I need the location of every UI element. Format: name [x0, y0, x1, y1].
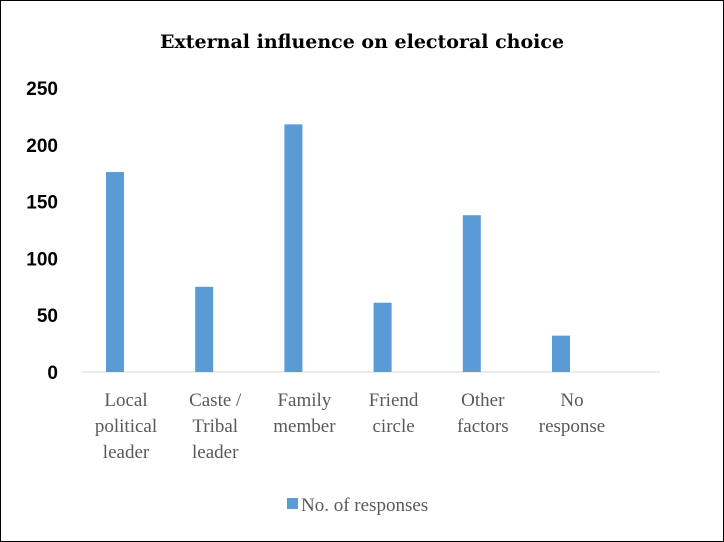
- x-tick-label-line: leader: [103, 442, 150, 463]
- bar: [462, 215, 481, 372]
- bar: [106, 172, 124, 372]
- x-tick-label: Local political leader: [95, 390, 157, 463]
- x-tick-label-line: political: [95, 416, 157, 437]
- bar: [373, 302, 392, 372]
- x-tick-label-line: factors: [457, 416, 509, 437]
- x-tick-label: Family member: [273, 390, 336, 437]
- y-tick-label: 50: [37, 306, 58, 327]
- y-tick-label: 200: [26, 136, 58, 157]
- x-tick-label-line: leader: [192, 442, 239, 463]
- x-tick-label-line: Family: [277, 390, 331, 411]
- bar: [284, 124, 303, 373]
- y-axis-ticks: 0 50 100 150 200 250: [26, 79, 58, 384]
- x-tick-label-line: Tribal: [192, 416, 238, 437]
- x-tick-label-line: circle: [373, 416, 415, 437]
- bars: [106, 124, 570, 373]
- x-tick-label-line: member: [273, 416, 336, 437]
- legend-label: No. of responses: [301, 495, 428, 516]
- x-tick-label-line: response: [539, 416, 605, 437]
- legend: No. of responses: [287, 495, 428, 516]
- x-tick-label-line: Friend: [369, 390, 419, 411]
- x-tick-label: Other factors: [457, 390, 509, 437]
- legend-swatch: [287, 498, 298, 509]
- x-tick-label: Caste / Tribal leader: [189, 390, 242, 463]
- bar: [195, 286, 214, 372]
- y-tick-label: 250: [26, 79, 58, 100]
- y-tick-label: 0: [47, 363, 58, 384]
- x-tick-label-line: Local: [104, 390, 147, 411]
- chart-title: External influence on electoral choice: [160, 31, 564, 53]
- x-tick-label-line: No: [560, 390, 583, 411]
- x-tick-label-line: Other: [461, 390, 505, 411]
- x-tick-label: Friend circle: [369, 390, 419, 437]
- x-tick-label-line: Caste /: [189, 390, 242, 411]
- x-axis-ticks: Local political leader Caste / Tribal leader F…: [95, 390, 605, 463]
- x-tick-label: No response: [539, 390, 605, 437]
- y-tick-label: 150: [26, 193, 58, 214]
- bar: [552, 335, 570, 372]
- y-tick-label: 100: [26, 249, 58, 270]
